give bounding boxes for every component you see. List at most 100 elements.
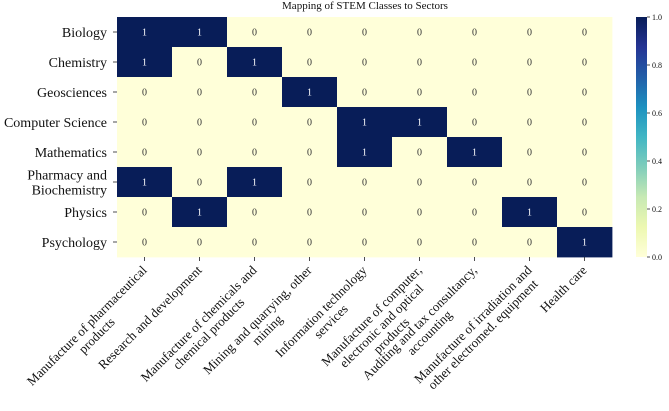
cell-value-label: 0	[582, 118, 587, 129]
colorbar-tick-label: 0.6	[652, 109, 662, 118]
heatmap-cell	[227, 17, 283, 48]
row-label: Biology	[62, 26, 107, 41]
heatmap-cell	[337, 17, 393, 48]
row-label: Computer Science	[4, 116, 107, 131]
heatmap-cell	[282, 137, 338, 168]
heatmap-cell	[172, 137, 228, 168]
row-label: Pharmacy and Biochemistry	[27, 169, 107, 199]
heatmap-cell	[117, 167, 173, 198]
heatmap-cell	[557, 137, 613, 168]
cell-value-label: 1	[252, 58, 257, 69]
cell-value-label: 1	[197, 208, 202, 219]
cell-value-label: 0	[417, 88, 422, 99]
cell-value-label: 0	[252, 238, 257, 249]
heatmap-cell	[392, 107, 448, 138]
heatmap-cell	[557, 197, 613, 228]
heatmap-cell	[117, 47, 173, 78]
cell-value-label: 0	[307, 58, 312, 69]
cell-value-label: 0	[527, 178, 532, 189]
cell-value-label: 0	[417, 148, 422, 159]
heatmap-cell	[502, 167, 558, 198]
cell-value-label: 0	[527, 28, 532, 39]
cell-value-label: 0	[582, 28, 587, 39]
cell-value-label: 0	[417, 238, 422, 249]
cell-value-label: 0	[527, 118, 532, 129]
row-label: Psychology	[42, 236, 107, 251]
cell-value-label: 0	[582, 148, 587, 159]
cell-value-label: 1	[142, 178, 147, 189]
cell-value-label: 1	[197, 28, 202, 39]
heatmap-cell	[282, 107, 338, 138]
heatmap-cell	[447, 227, 503, 258]
heatmap-cell	[502, 77, 558, 108]
cell-value-label: 0	[582, 178, 587, 189]
heatmap-cell	[447, 137, 503, 168]
colorbar-tick-label: 1.0	[652, 13, 662, 22]
heatmap-cell	[117, 137, 173, 168]
cell-value-label: 0	[252, 148, 257, 159]
cell-value-label: 0	[252, 118, 257, 129]
heatmap-cell	[447, 197, 503, 228]
cell-value-label: 0	[197, 118, 202, 129]
cell-value-label: 0	[417, 178, 422, 189]
cell-value-label: 0	[362, 238, 367, 249]
row-label: Geosciences	[37, 86, 107, 101]
heatmap-cell	[172, 167, 228, 198]
cell-value-label: 0	[252, 208, 257, 219]
cell-value-label: 0	[472, 238, 477, 249]
heatmap-cell	[282, 77, 338, 108]
colorbar-tick-label: 0.0	[652, 253, 662, 262]
cell-value-label: 0	[307, 238, 312, 249]
cell-value-label: 0	[527, 148, 532, 159]
heatmap-cell	[502, 227, 558, 258]
cell-value-label: 0	[307, 148, 312, 159]
heatmap-cell	[392, 227, 448, 258]
cell-value-label: 0	[582, 208, 587, 219]
heatmap-cell	[447, 17, 503, 48]
cell-value-label: 1	[472, 148, 477, 159]
cell-value-label: 1	[142, 28, 147, 39]
cell-value-label: 0	[527, 88, 532, 99]
heatmap-cell	[557, 227, 613, 258]
heatmap-cell	[502, 47, 558, 78]
column-label: Health care	[537, 262, 590, 315]
heatmap-cell	[392, 47, 448, 78]
heatmap-cell	[337, 137, 393, 168]
row-label: Mathematics	[35, 146, 107, 161]
cell-value-label: 0	[362, 178, 367, 189]
heatmap-cell	[392, 137, 448, 168]
cell-value-label: 0	[307, 28, 312, 39]
colorbar-tick-label: 0.8	[652, 61, 662, 70]
chart-title: Mapping of STEM Classes to Sectors	[282, 0, 448, 12]
colorbar-tick-label: 0.2	[652, 205, 662, 214]
cell-value-label: 0	[362, 88, 367, 99]
heatmap-cell	[447, 47, 503, 78]
cell-value-label: 0	[197, 148, 202, 159]
heatmap-cell	[557, 167, 613, 198]
cell-value-label: 0	[472, 118, 477, 129]
heatmap-cell	[337, 167, 393, 198]
heatmap-cell	[282, 47, 338, 78]
cell-value-label: 0	[582, 88, 587, 99]
cell-value-label: 0	[142, 208, 147, 219]
cell-value-label: 0	[142, 118, 147, 129]
heatmap-cell	[172, 17, 228, 48]
cell-value-label: 0	[307, 118, 312, 129]
heatmap-cell	[227, 227, 283, 258]
heatmap-cell	[117, 77, 173, 108]
cell-value-label: 0	[472, 28, 477, 39]
heatmap-cell	[337, 107, 393, 138]
heatmap-cell	[282, 197, 338, 228]
heatmap-cell	[392, 77, 448, 108]
heatmap-cell	[502, 107, 558, 138]
heatmap-cell	[282, 227, 338, 258]
heatmap-cell	[117, 107, 173, 138]
cell-value-label: 1	[307, 88, 312, 99]
cell-value-label: 0	[307, 208, 312, 219]
cell-value-label: 0	[197, 178, 202, 189]
colorbar-tick-label: 0.4	[652, 157, 662, 166]
heatmap-cell	[117, 197, 173, 228]
colorbar	[636, 17, 647, 257]
heatmap-cell	[557, 77, 613, 108]
